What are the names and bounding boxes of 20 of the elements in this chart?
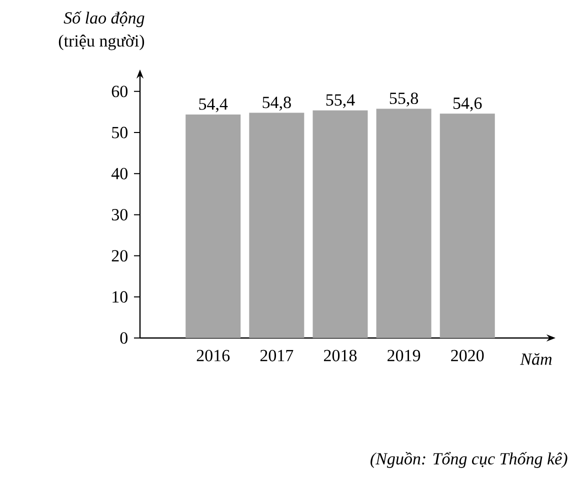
y-tick-label: 50	[112, 126, 128, 138]
data-label: 55,4	[326, 94, 355, 108]
y-tick-label: 20	[112, 250, 128, 262]
text: (Nguồn: Tổng cục Thống kê)	[370, 452, 568, 468]
y-tick-label: 10	[112, 291, 128, 303]
x-tick-label: 2019	[388, 350, 420, 362]
y-tick-label: 0	[120, 332, 128, 344]
data-label: 54,6	[453, 98, 482, 112]
x-tick-label: 2020	[451, 350, 484, 362]
y-tick-label: 60	[112, 86, 128, 98]
data-label: 54,4	[199, 98, 228, 112]
x-tick-label: 2017	[260, 350, 294, 362]
data-label: 55,8	[390, 92, 418, 106]
y-axis-title: Số lao động (triệu người)	[58, 11, 144, 50]
x-tick-label: 2018	[324, 350, 357, 362]
data-label: 54,8	[262, 96, 291, 111]
x-tick-label: 2016	[196, 350, 230, 362]
y-tick-label: 30	[112, 208, 128, 220]
x-axis-title: Năm	[520, 353, 552, 365]
y-tick-label: 40	[111, 168, 128, 180]
